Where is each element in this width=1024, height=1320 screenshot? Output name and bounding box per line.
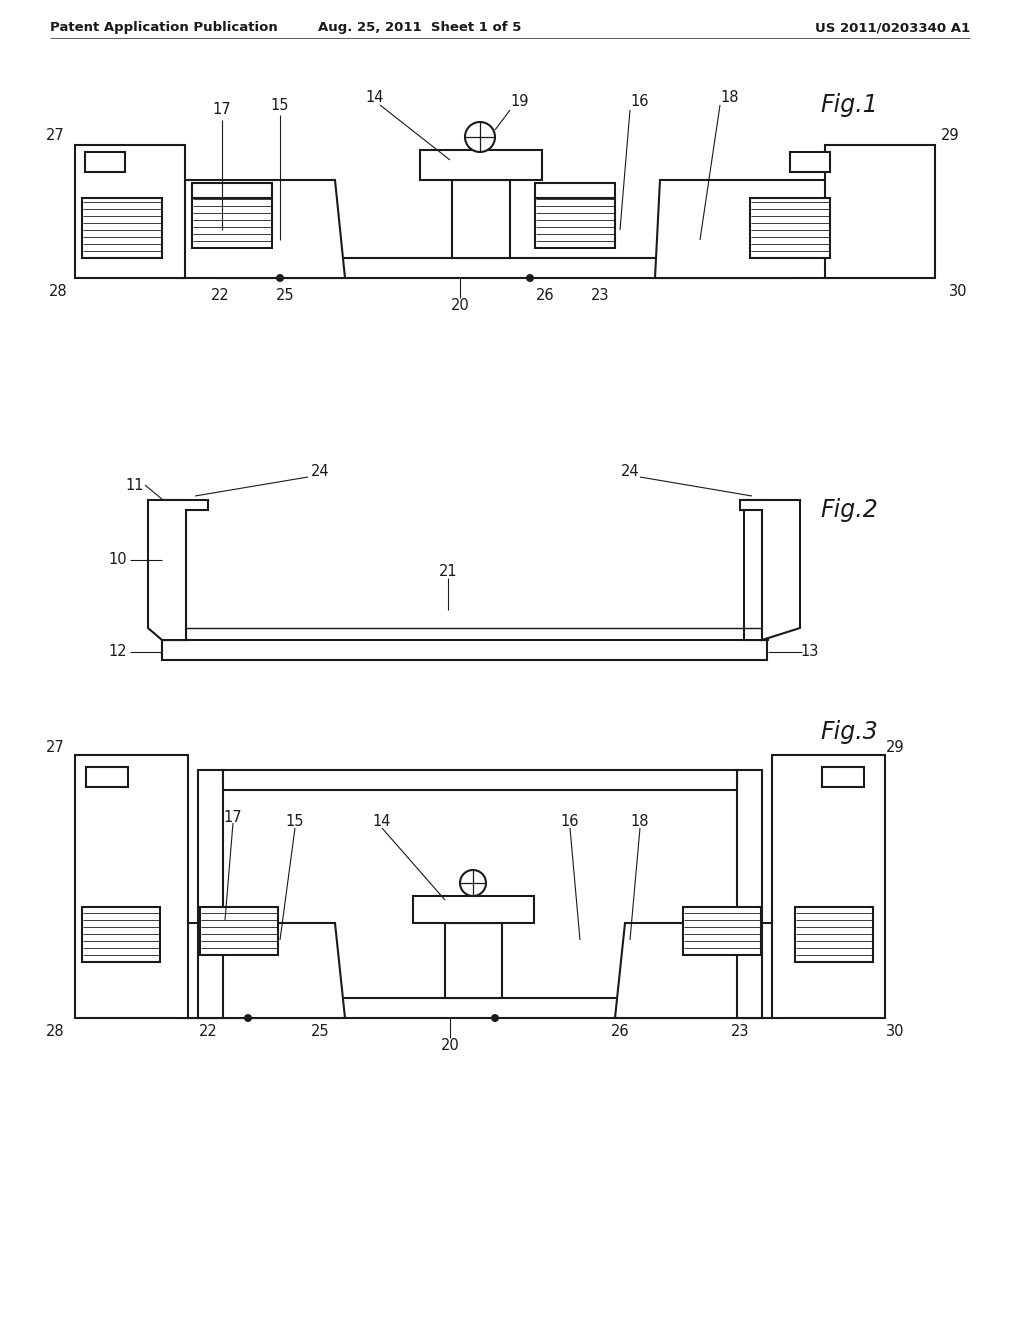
Polygon shape (175, 180, 345, 279)
Bar (737, 770, 762, 1018)
Bar (193, 198, 272, 248)
Text: 20: 20 (451, 297, 469, 313)
Bar (215, 257, 795, 279)
Text: 20: 20 (440, 1038, 460, 1052)
Text: 21: 21 (438, 565, 458, 579)
Text: 16: 16 (631, 95, 649, 110)
Bar (193, 183, 272, 198)
Text: 17: 17 (223, 809, 243, 825)
Bar (535, 198, 615, 248)
Text: 16: 16 (561, 814, 580, 829)
Text: 26: 26 (536, 288, 554, 302)
Bar (744, 500, 768, 640)
Bar (420, 150, 542, 180)
Text: 22: 22 (199, 1024, 217, 1040)
Bar (535, 183, 615, 198)
Text: 30: 30 (886, 1024, 904, 1040)
Text: Fig.1: Fig.1 (820, 92, 878, 117)
Text: 13: 13 (801, 644, 819, 660)
Polygon shape (825, 145, 935, 279)
Text: 12: 12 (109, 644, 127, 660)
Bar (413, 896, 534, 923)
Polygon shape (178, 923, 345, 1018)
Polygon shape (75, 755, 188, 1018)
Bar (822, 767, 864, 787)
Circle shape (490, 1014, 499, 1022)
Polygon shape (75, 145, 185, 279)
Text: 30: 30 (949, 285, 968, 300)
Bar (198, 770, 223, 1018)
Bar (223, 770, 737, 789)
Bar (185, 998, 760, 1018)
Bar (85, 152, 125, 172)
Text: Patent Application Publication: Patent Application Publication (50, 21, 278, 34)
Text: US 2011/0203340 A1: US 2011/0203340 A1 (815, 21, 970, 34)
Polygon shape (615, 923, 782, 1018)
Text: 25: 25 (275, 288, 294, 302)
Text: 15: 15 (286, 814, 304, 829)
Bar (683, 907, 761, 954)
Circle shape (526, 275, 534, 282)
Bar (452, 180, 510, 257)
Text: 10: 10 (109, 553, 127, 568)
Text: 11: 11 (126, 478, 144, 492)
Bar (82, 907, 160, 962)
Text: 28: 28 (49, 285, 68, 300)
Text: 15: 15 (270, 98, 289, 112)
Text: 25: 25 (310, 1024, 330, 1040)
Text: 18: 18 (631, 814, 649, 829)
Text: 29: 29 (886, 739, 904, 755)
Text: 24: 24 (621, 465, 639, 479)
Text: 17: 17 (213, 103, 231, 117)
Text: 14: 14 (373, 814, 391, 829)
Circle shape (460, 870, 486, 896)
Text: 26: 26 (610, 1024, 630, 1040)
Text: 23: 23 (731, 1024, 750, 1040)
Circle shape (276, 275, 284, 282)
Polygon shape (655, 180, 840, 279)
Bar (445, 923, 502, 998)
Text: 27: 27 (46, 128, 65, 143)
Text: Fig.2: Fig.2 (820, 498, 878, 521)
Text: 28: 28 (46, 1024, 65, 1040)
Circle shape (244, 1014, 252, 1022)
Text: 27: 27 (46, 739, 65, 755)
Text: Aug. 25, 2011  Sheet 1 of 5: Aug. 25, 2011 Sheet 1 of 5 (318, 21, 521, 34)
Polygon shape (772, 755, 885, 1018)
Text: 22: 22 (211, 288, 229, 302)
Text: 23: 23 (591, 288, 609, 302)
Bar (795, 907, 873, 962)
Circle shape (465, 121, 495, 152)
Polygon shape (740, 500, 800, 640)
Text: 18: 18 (721, 90, 739, 104)
Text: 24: 24 (310, 465, 330, 479)
Text: 29: 29 (941, 128, 959, 143)
Bar (162, 500, 186, 640)
Bar (162, 640, 767, 660)
Polygon shape (148, 500, 208, 640)
Bar (82, 198, 162, 257)
Bar (750, 198, 830, 257)
Bar (86, 767, 128, 787)
Text: Fig.3: Fig.3 (820, 719, 878, 744)
Text: 19: 19 (511, 95, 529, 110)
Bar (200, 907, 278, 954)
Bar (790, 152, 830, 172)
Text: 14: 14 (366, 90, 384, 104)
